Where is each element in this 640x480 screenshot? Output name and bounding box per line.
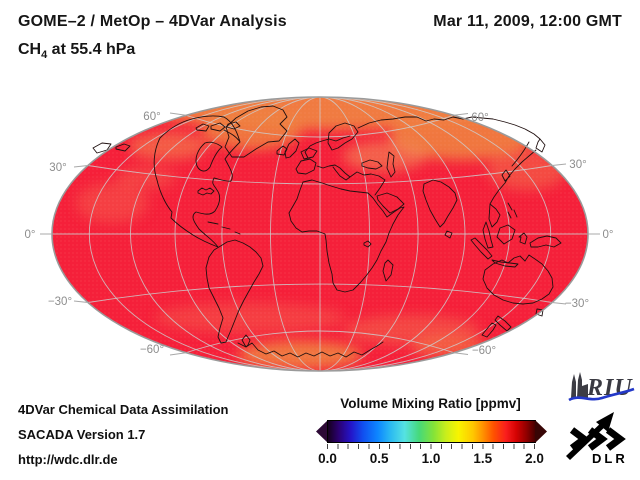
colorbar: Volume Mixing Ratio [ppmv] 0.0 0.5 1.0 1… [316,396,547,472]
coast-asia [357,116,546,268]
colorbar-title: Volume Mixing Ratio [ppmv] [340,396,521,411]
colorbar-label-0.0: 0.0 [318,451,337,466]
url-label: http://wdc.dlr.de [18,452,118,467]
lat-label-60s-right: −60° [472,345,496,357]
colorbar-label-1.0: 1.0 [421,451,441,466]
coast-north-america [92,115,241,248]
cathedral-icon [571,372,588,398]
lat-labels: 60° 60° 30° 30° 0° 0° −30° −30° −60° −60… [25,111,614,357]
lat-label-60n-right: 60° [471,112,488,124]
coast-antarctica [237,334,384,358]
colorbar-overflow-arrow [535,420,547,443]
dlr-logo: DLR [566,412,628,466]
lat-label-60s-left: −60° [140,344,164,356]
species-level-label: CH4 at 55.4 hPa [18,41,135,61]
riu-wave-icon [568,387,635,402]
footer-credits: 4DVar Chemical Data Assimilation SACADA … [18,400,229,475]
colorbar-label-2.0: 2.0 [525,451,544,466]
lat-label-30s-left: −30° [48,296,72,308]
species-subscript: 4 [41,49,48,62]
lat-label-eq-right: 0° [603,229,614,241]
colorbar-label-0.5: 0.5 [369,451,389,466]
lat-label-60n-left: 60° [143,111,160,123]
coast-europe [276,122,396,196]
coastlines [92,105,562,358]
colorbar-label-1.5: 1.5 [473,451,493,466]
page-title: GOME–2 / MetOp – 4DVar Analysis [18,13,287,30]
dlr-swallow-icon [566,412,626,460]
riu-logo: RIU [568,372,635,402]
species-symbol: CH [18,41,42,58]
colorbar-ticks [327,444,536,449]
dlr-logo-text: DLR [592,451,628,466]
pressure-level: at 55.4 hPa [47,41,136,58]
coast-south-america [205,239,264,344]
graticule [52,96,588,372]
coast-africa [288,179,405,293]
lat-label-eq-left: 0° [25,229,36,241]
timestamp: Mar 11, 2009, 12:00 GMT [433,13,622,30]
lat-label-30n-right: 30° [569,159,586,171]
riu-logo-text: RIU [586,375,633,401]
lat-label-30n-left: 30° [49,162,66,174]
colorbar-gradient [327,420,536,443]
lat-label-30s-right: −30° [565,298,589,310]
assimilation-label: 4DVar Chemical Data Assimilation [18,402,229,417]
colorbar-tick-labels: 0.0 0.5 1.0 1.5 2.0 [316,451,546,467]
version-label: SACADA Version 1.7 [18,427,146,442]
coast-oceania [481,235,562,338]
lat-ticks [40,112,600,356]
